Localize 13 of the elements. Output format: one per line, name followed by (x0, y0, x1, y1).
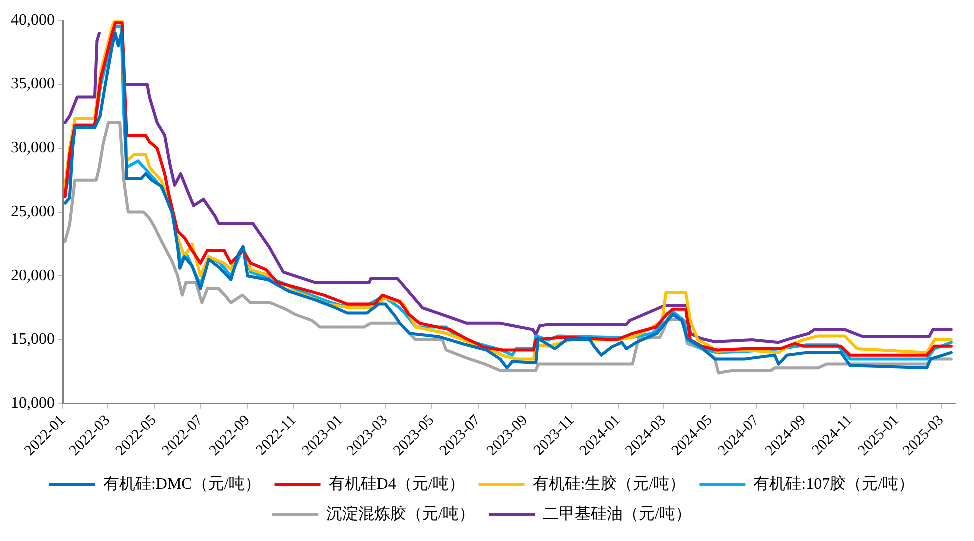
y-tick-label: 30,000 (11, 140, 55, 157)
legend-label: 有机硅D4（元/吨） (328, 475, 465, 494)
legend-label: 沉淀混炼胶（元/吨） (326, 505, 476, 524)
legend-label: 有机硅:生胶（元/吨） (532, 475, 686, 494)
y-tick-label: 25,000 (11, 203, 55, 220)
legend-label: 有机硅:107胶（元/吨） (754, 475, 915, 494)
y-tick-label: 15,000 (11, 331, 55, 348)
y-tick-label: 10,000 (11, 395, 55, 412)
legend-label: 二甲基硅油（元/吨） (543, 505, 692, 524)
y-tick-label: 40,000 (11, 12, 55, 29)
legend-label: 有机硅:DMC（元/吨） (103, 475, 261, 494)
y-tick-label: 35,000 (11, 76, 55, 93)
y-tick-label: 20,000 (11, 267, 55, 284)
